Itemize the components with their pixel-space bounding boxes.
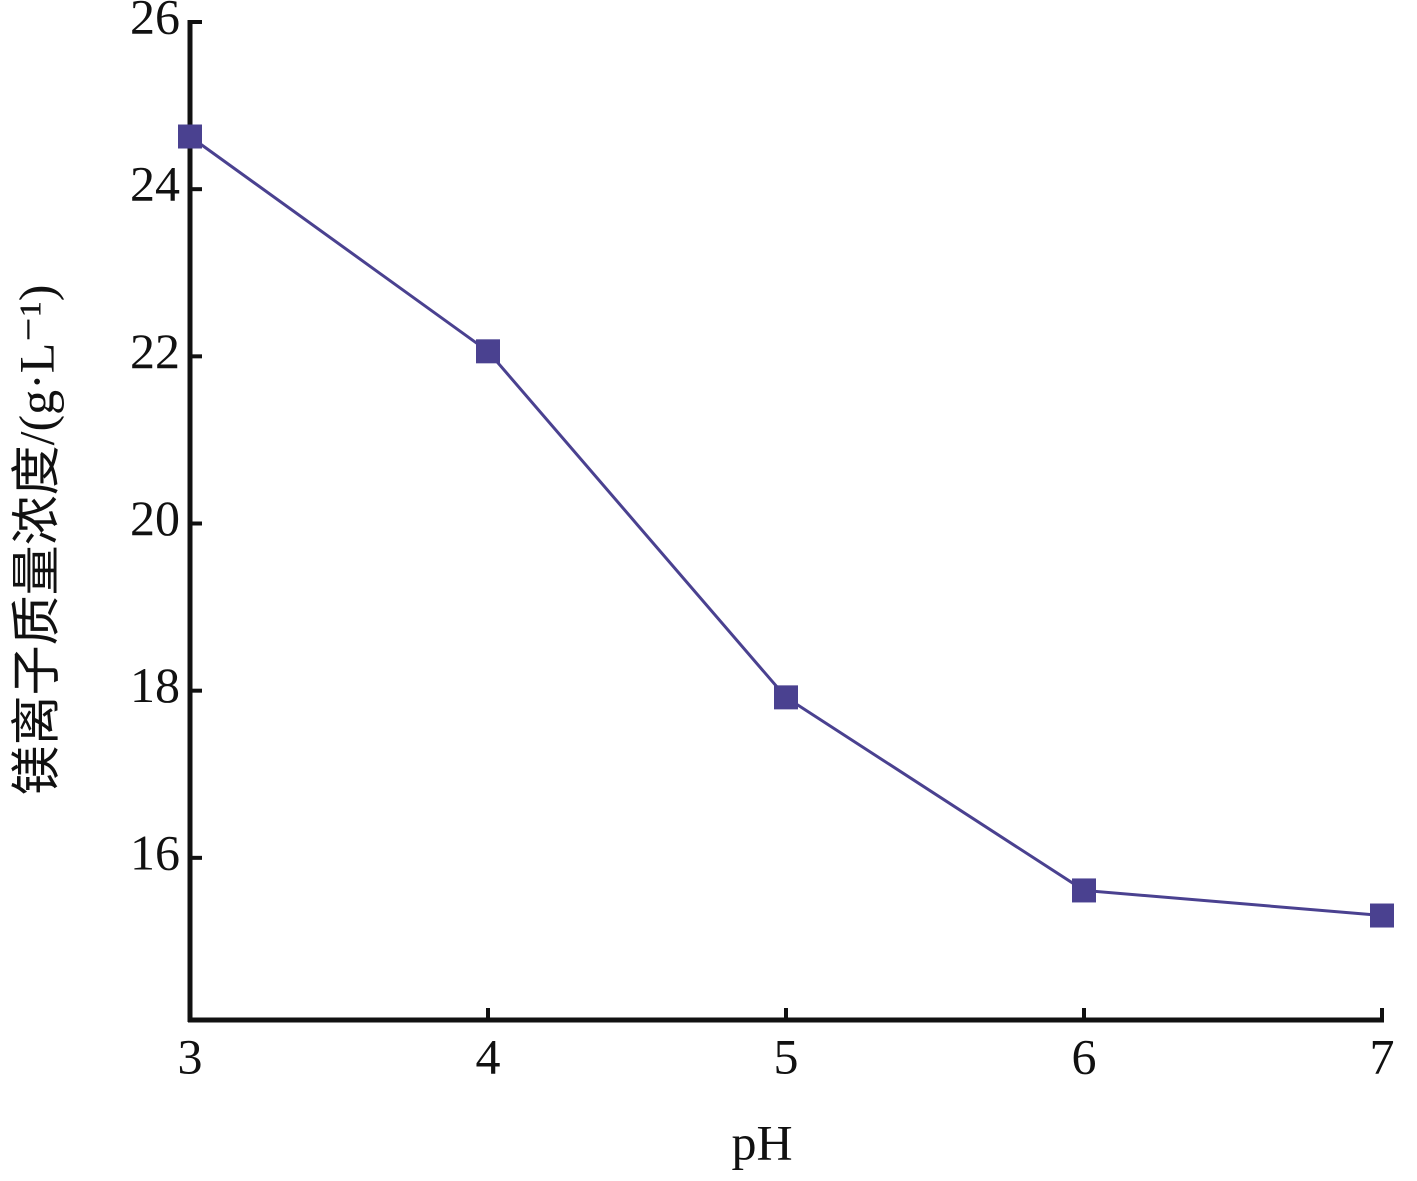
data-line	[189, 135, 1383, 918]
y-axis-label: 镁离子质量浓度/(g·L⁻¹)	[8, 285, 64, 796]
data-point	[476, 339, 500, 364]
x-axis-label: pH	[731, 1114, 792, 1170]
data-point	[1370, 903, 1394, 928]
y-tick-label: 18	[130, 657, 180, 713]
x-tick-label: 4	[476, 1028, 501, 1084]
y-tick-label: 26	[130, 0, 180, 44]
y-tick-label: 24	[130, 156, 180, 212]
x-tick-label: 6	[1072, 1028, 1097, 1084]
data-point	[774, 685, 798, 710]
x-tick-label: 5	[774, 1028, 799, 1084]
y-tick-label: 20	[130, 490, 180, 546]
data-point	[1072, 878, 1096, 903]
data-point	[178, 124, 202, 149]
y-tick-label: 22	[130, 323, 180, 379]
y-tick-label: 16	[130, 824, 180, 880]
x-tick-label: 3	[178, 1028, 203, 1084]
x-tick-label: 7	[1370, 1028, 1395, 1084]
